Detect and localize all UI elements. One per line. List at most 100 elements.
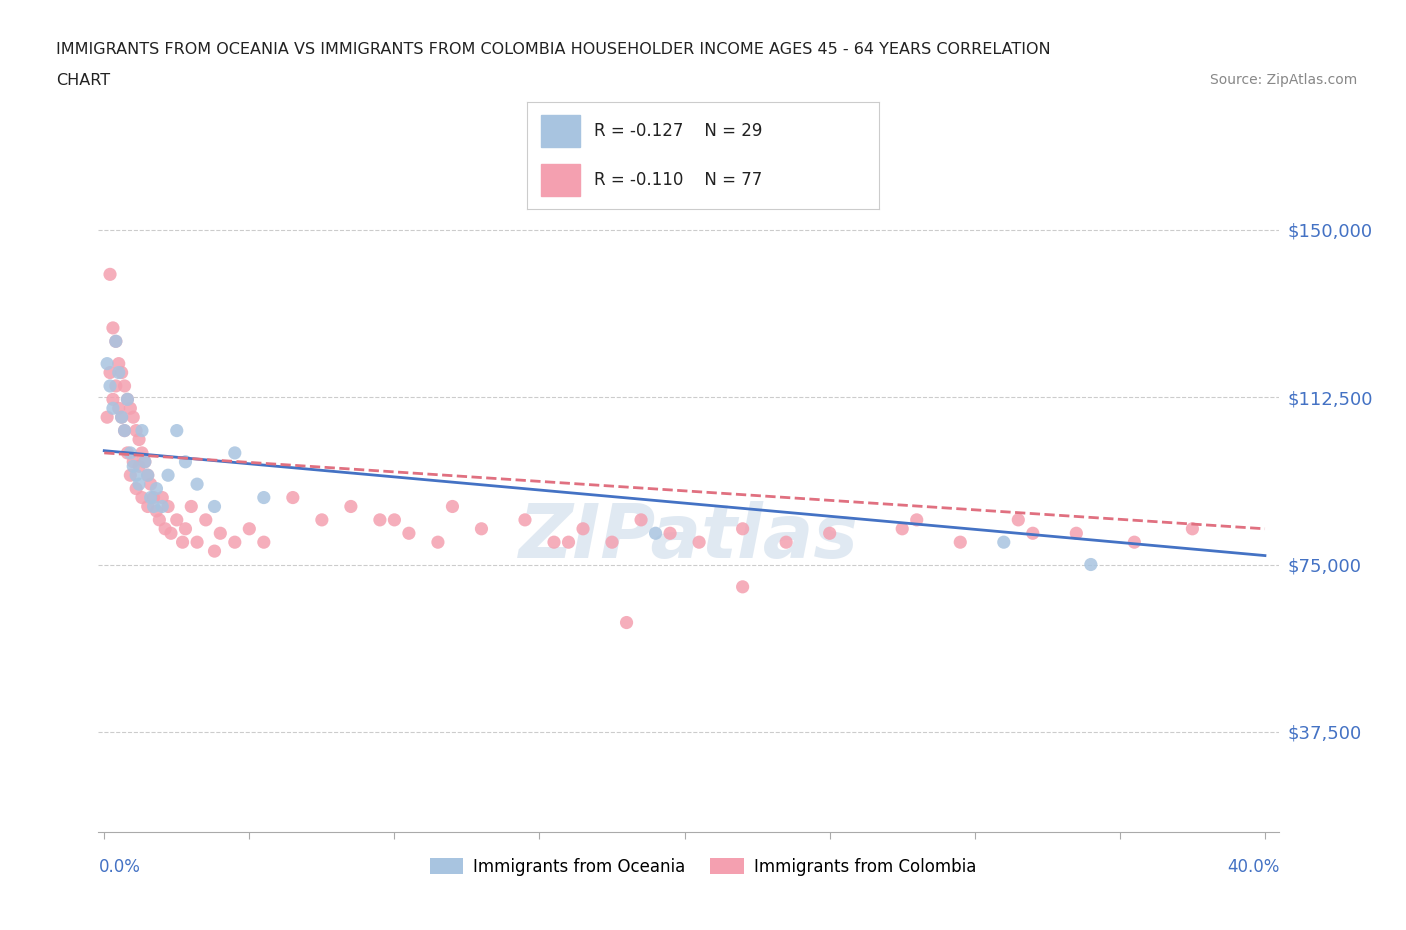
Legend: Immigrants from Oceania, Immigrants from Colombia: Immigrants from Oceania, Immigrants from…: [423, 851, 983, 883]
Point: [104, 334, 127, 349]
Point: [153, 522, 176, 537]
Point: [107, 401, 129, 416]
Point: [311, 512, 333, 527]
Point: [186, 535, 208, 550]
Text: 0.0%: 0.0%: [98, 857, 141, 876]
Point: [145, 481, 167, 496]
Point: [111, 410, 134, 425]
Point: [368, 512, 391, 527]
Point: [572, 522, 595, 537]
Point: [98, 379, 121, 393]
Point: [131, 423, 153, 438]
Point: [426, 535, 449, 550]
Point: [340, 499, 363, 514]
Point: [253, 535, 276, 550]
Point: [174, 522, 197, 537]
Point: [1080, 557, 1102, 572]
Point: [139, 490, 162, 505]
Text: 40.0%: 40.0%: [1227, 857, 1279, 876]
Point: [128, 432, 150, 447]
Point: [122, 410, 145, 425]
Point: [644, 525, 666, 540]
Point: [253, 490, 276, 505]
Point: [731, 579, 754, 594]
Point: [120, 468, 142, 483]
Point: [122, 455, 145, 470]
Point: [891, 522, 914, 537]
Point: [1066, 525, 1088, 540]
Point: [117, 445, 139, 460]
Point: [949, 535, 972, 550]
Text: CHART: CHART: [56, 73, 110, 87]
Point: [174, 455, 197, 470]
Point: [125, 423, 148, 438]
Point: [136, 468, 159, 483]
Point: [104, 334, 127, 349]
Point: [204, 544, 226, 559]
Point: [993, 535, 1015, 550]
Text: Source: ZipAtlas.com: Source: ZipAtlas.com: [1209, 73, 1357, 86]
Point: [160, 525, 183, 540]
Point: [441, 499, 464, 514]
Point: [125, 468, 148, 483]
Point: [101, 392, 124, 406]
Point: [145, 503, 167, 518]
Point: [1123, 535, 1146, 550]
Point: [557, 535, 579, 550]
Point: [107, 365, 129, 380]
Point: [120, 445, 142, 460]
Point: [134, 455, 156, 470]
Point: [775, 535, 797, 550]
Point: [96, 356, 118, 371]
Point: [150, 499, 173, 514]
Point: [98, 365, 121, 380]
Point: [125, 481, 148, 496]
Point: [122, 458, 145, 473]
Point: [513, 512, 536, 527]
Point: [117, 392, 139, 406]
Point: [630, 512, 652, 527]
Point: [281, 490, 304, 505]
Point: [131, 445, 153, 460]
Point: [194, 512, 217, 527]
Point: [157, 468, 180, 483]
Bar: [541, 165, 579, 196]
Point: [543, 535, 565, 550]
Point: [114, 423, 136, 438]
Point: [600, 535, 623, 550]
Point: [142, 490, 165, 505]
Point: [818, 525, 841, 540]
Point: [148, 512, 170, 527]
Point: [1007, 512, 1029, 527]
Point: [166, 423, 188, 438]
Point: [659, 525, 682, 540]
Point: [384, 512, 406, 527]
Point: [128, 477, 150, 492]
Point: [172, 535, 194, 550]
Point: [120, 401, 142, 416]
Text: IMMIGRANTS FROM OCEANIA VS IMMIGRANTS FROM COLOMBIA HOUSEHOLDER INCOME AGES 45 -: IMMIGRANTS FROM OCEANIA VS IMMIGRANTS FR…: [56, 42, 1050, 57]
Point: [905, 512, 928, 527]
Point: [104, 379, 127, 393]
Point: [98, 267, 121, 282]
Point: [238, 522, 260, 537]
Point: [96, 410, 118, 425]
Point: [101, 401, 124, 416]
Point: [224, 535, 246, 550]
Text: R = -0.127    N = 29: R = -0.127 N = 29: [593, 122, 762, 140]
Text: ZIPatlas: ZIPatlas: [519, 501, 859, 574]
Point: [114, 423, 136, 438]
Point: [204, 499, 226, 514]
Point: [180, 499, 202, 514]
Point: [117, 392, 139, 406]
Point: [398, 525, 420, 540]
Point: [131, 490, 153, 505]
Point: [101, 321, 124, 336]
Point: [142, 499, 165, 514]
Point: [1022, 525, 1045, 540]
Point: [111, 365, 134, 380]
Point: [209, 525, 232, 540]
Point: [224, 445, 246, 460]
Point: [107, 356, 129, 371]
Point: [166, 512, 188, 527]
